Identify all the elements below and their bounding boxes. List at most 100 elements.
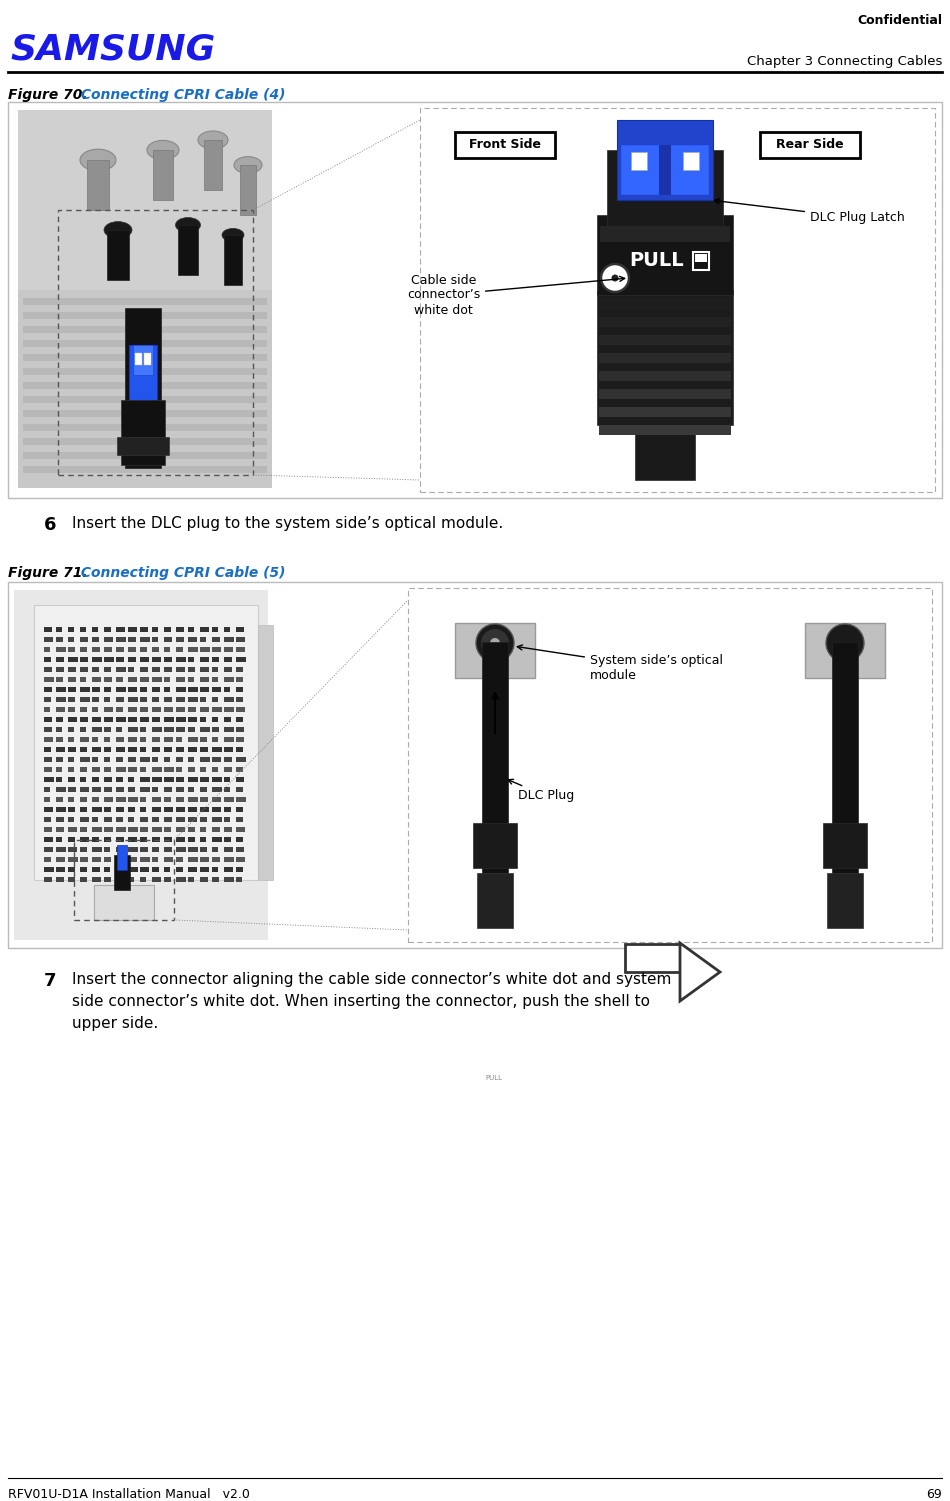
Bar xyxy=(128,817,135,823)
Ellipse shape xyxy=(612,275,618,282)
Bar xyxy=(659,146,671,195)
Bar xyxy=(224,657,233,662)
Bar xyxy=(56,838,66,842)
Bar xyxy=(116,677,122,681)
Bar xyxy=(23,438,267,444)
Bar xyxy=(212,707,219,711)
Bar xyxy=(135,353,142,365)
Bar xyxy=(164,726,173,732)
Bar xyxy=(212,857,222,862)
Bar xyxy=(80,647,90,651)
Bar xyxy=(152,627,160,632)
Bar xyxy=(44,868,54,872)
Bar xyxy=(104,838,113,842)
Bar xyxy=(104,666,114,672)
Bar xyxy=(128,767,137,772)
Bar xyxy=(200,636,206,642)
Bar xyxy=(116,787,123,793)
Bar xyxy=(164,757,171,763)
Bar xyxy=(116,696,124,702)
Bar xyxy=(80,757,88,763)
Bar xyxy=(200,827,208,832)
Bar xyxy=(104,657,113,662)
Bar xyxy=(224,696,230,702)
Bar xyxy=(176,687,182,692)
Bar xyxy=(176,877,185,883)
Bar xyxy=(200,707,209,711)
Bar xyxy=(599,425,731,435)
Bar xyxy=(152,677,160,681)
Bar xyxy=(68,767,75,772)
Text: Figure 70.: Figure 70. xyxy=(8,89,87,102)
Bar xyxy=(152,657,160,662)
Bar xyxy=(128,726,136,732)
Bar xyxy=(236,857,242,862)
Bar xyxy=(224,857,232,862)
Bar xyxy=(140,726,148,732)
Bar xyxy=(140,797,149,802)
Bar xyxy=(164,767,170,772)
Bar xyxy=(68,868,77,872)
Bar xyxy=(68,838,74,842)
Bar xyxy=(140,757,150,763)
Bar xyxy=(631,152,647,170)
Ellipse shape xyxy=(601,264,629,293)
Bar xyxy=(200,657,207,662)
Bar xyxy=(621,146,709,195)
Bar xyxy=(200,877,206,883)
Bar xyxy=(164,847,172,853)
Bar xyxy=(92,696,98,702)
Bar xyxy=(212,838,218,842)
Text: Chapter 3 Connecting Cables: Chapter 3 Connecting Cables xyxy=(747,56,942,69)
Text: DLC Plug: DLC Plug xyxy=(508,779,574,803)
Bar xyxy=(8,582,942,949)
Bar xyxy=(68,677,77,681)
Bar xyxy=(212,808,222,812)
Text: DLC Plug Latch: DLC Plug Latch xyxy=(714,198,904,225)
Text: System side’s optical
module: System side’s optical module xyxy=(518,645,723,681)
Bar xyxy=(44,737,53,741)
Text: Confidential: Confidential xyxy=(857,14,942,27)
Bar xyxy=(68,757,74,763)
Bar xyxy=(224,636,232,642)
Bar xyxy=(236,647,245,651)
Bar xyxy=(80,717,88,722)
Bar xyxy=(212,666,219,672)
Bar xyxy=(224,666,234,672)
Bar xyxy=(176,868,183,872)
Bar xyxy=(486,672,504,747)
Bar xyxy=(125,308,161,468)
Bar xyxy=(56,808,62,812)
Text: side connector’s white dot. When inserting the connector, push the shell to: side connector’s white dot. When inserti… xyxy=(72,994,650,1009)
Bar xyxy=(140,636,150,642)
Bar xyxy=(56,767,63,772)
Bar xyxy=(212,827,219,832)
Bar xyxy=(92,767,98,772)
Bar xyxy=(236,847,242,853)
Bar xyxy=(80,877,87,883)
Bar xyxy=(44,647,52,651)
Bar xyxy=(599,317,731,327)
Bar xyxy=(92,627,100,632)
Bar xyxy=(188,707,195,711)
Bar xyxy=(128,737,136,741)
Bar xyxy=(92,778,98,782)
Bar xyxy=(104,647,114,651)
Bar xyxy=(44,677,52,681)
Bar xyxy=(68,817,76,823)
Bar xyxy=(176,787,182,793)
Bar xyxy=(188,778,195,782)
Bar xyxy=(128,717,134,722)
Bar xyxy=(104,778,114,782)
Bar xyxy=(56,657,65,662)
Bar xyxy=(236,877,245,883)
Bar xyxy=(176,677,186,681)
Ellipse shape xyxy=(176,218,200,233)
Bar xyxy=(152,687,162,692)
Bar xyxy=(92,657,100,662)
Bar xyxy=(212,757,218,763)
Bar xyxy=(56,696,63,702)
Bar xyxy=(80,808,87,812)
Ellipse shape xyxy=(104,222,132,239)
Bar xyxy=(56,737,65,741)
